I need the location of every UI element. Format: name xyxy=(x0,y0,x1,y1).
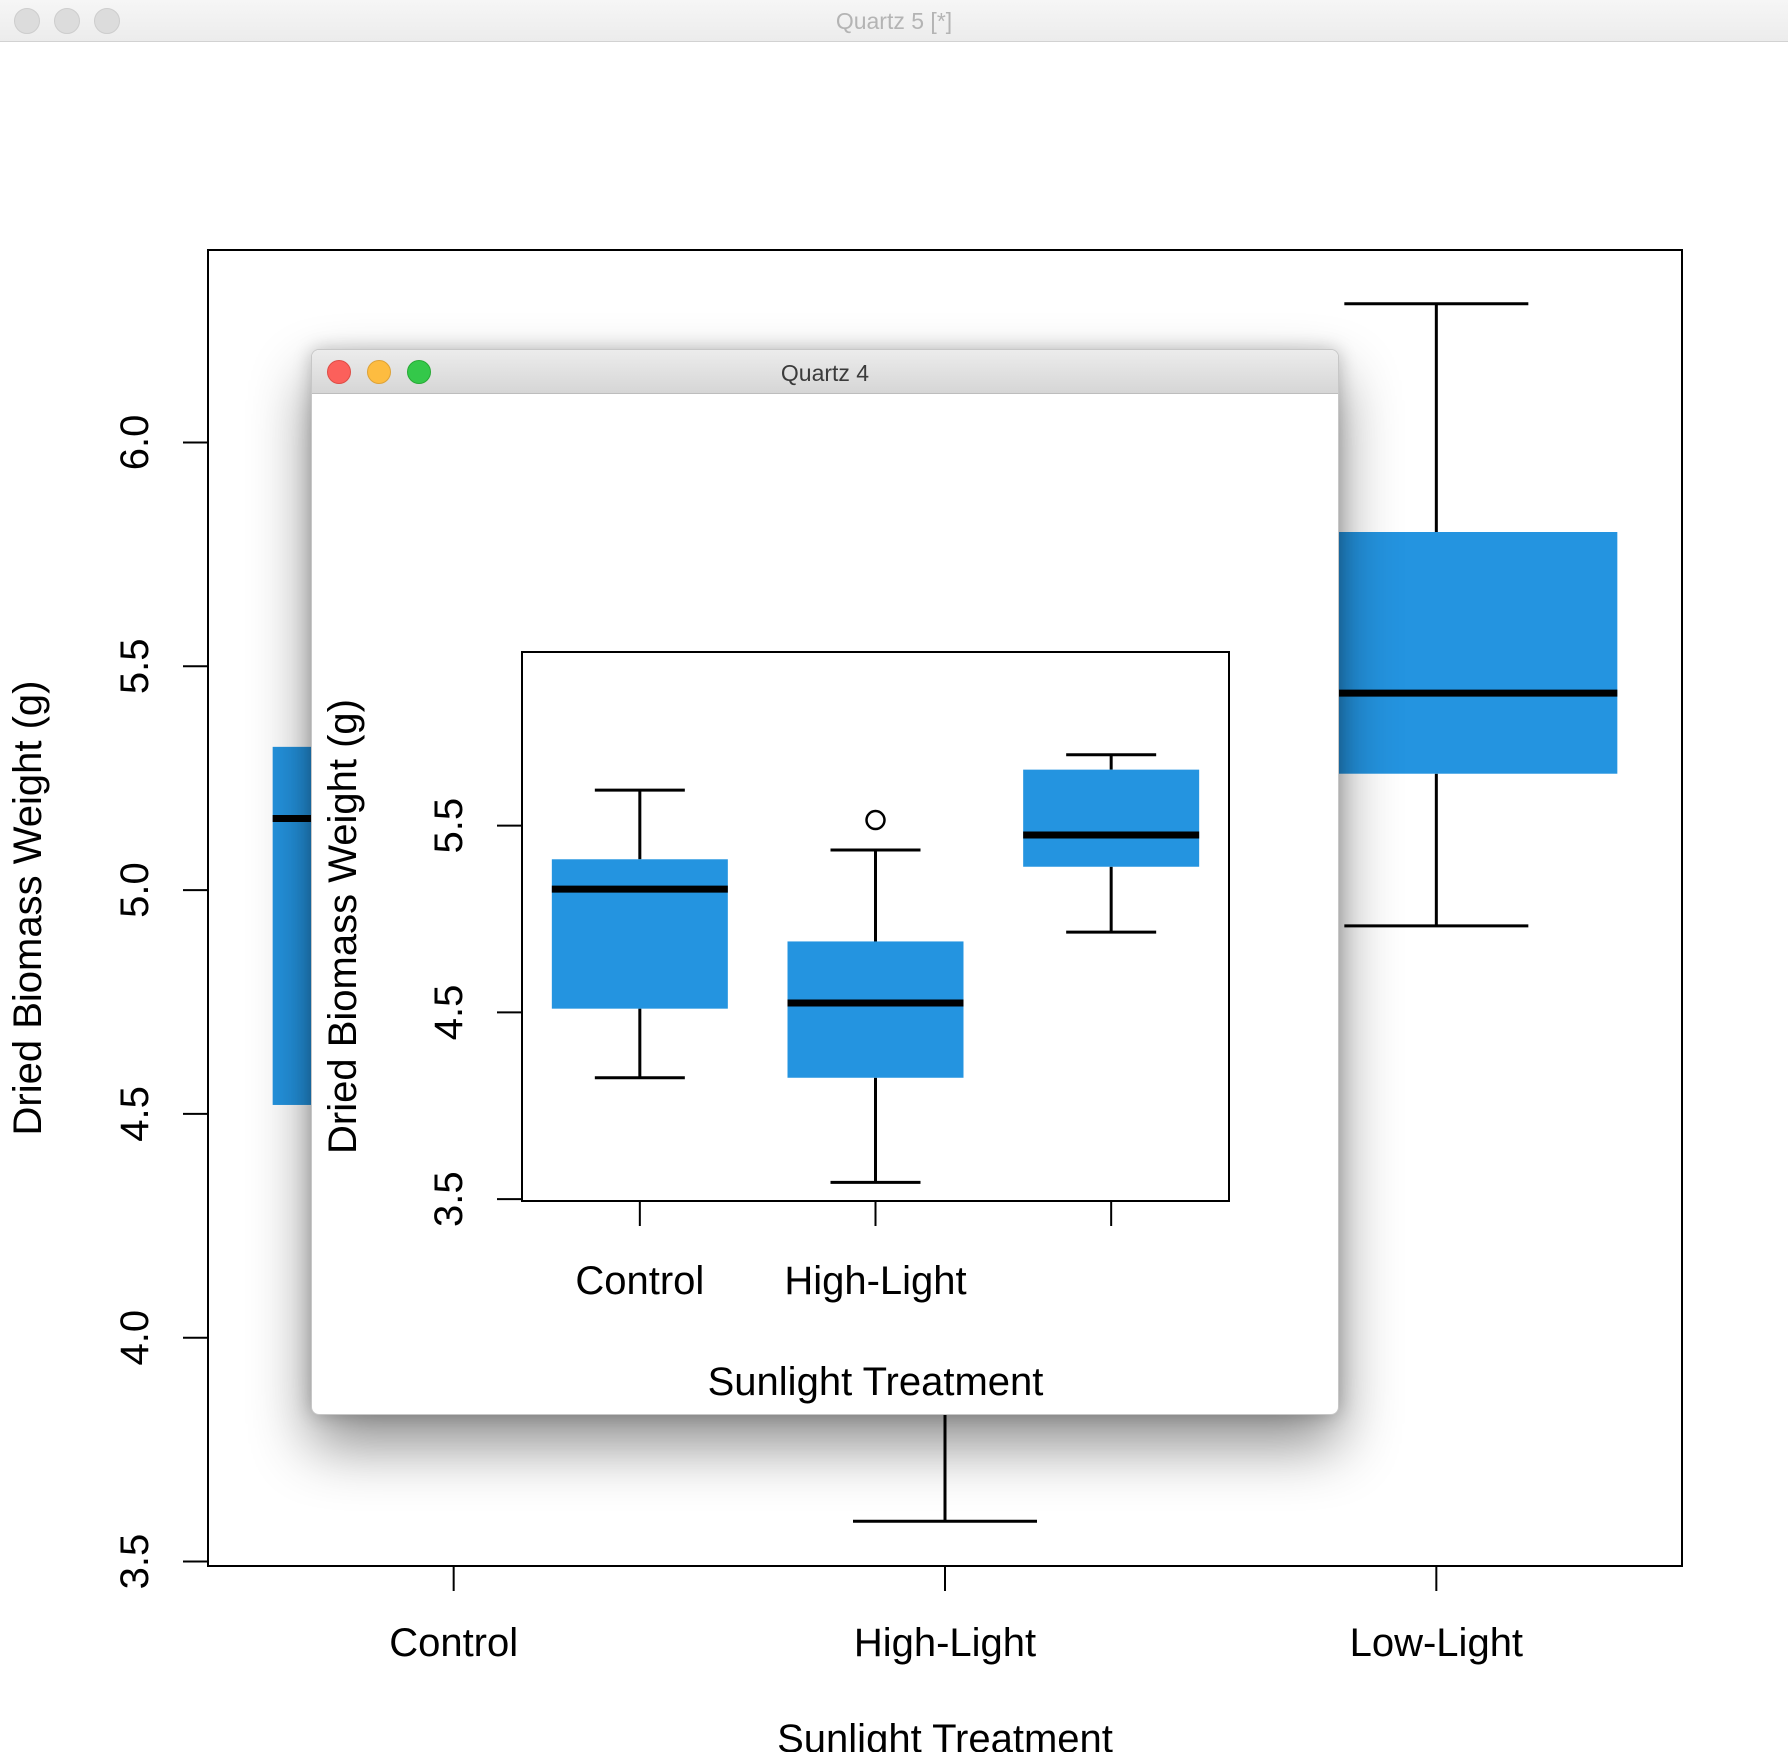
quartz4-minimize-button[interactable] xyxy=(367,360,391,384)
quartz4-zoom-button[interactable] xyxy=(407,360,431,384)
y-tick-label: 6.0 xyxy=(113,415,157,471)
y-tick-label: 3.5 xyxy=(427,1171,471,1227)
box-control xyxy=(551,859,728,1009)
x-axis-title: Sunlight Treatment xyxy=(708,1360,1044,1404)
box-low-light xyxy=(1023,769,1200,867)
x-tick-label: Control xyxy=(389,1621,518,1665)
quartz4-title: Quartz 4 xyxy=(780,360,870,386)
quartz5-close-button[interactable] xyxy=(14,8,40,34)
y-tick-label: 4.5 xyxy=(427,985,471,1041)
box-high-light xyxy=(787,941,964,1078)
quartz4-boxplot: 3.5 4.5 5.5 Control High-Light Sunlight Treat… xyxy=(321,651,1230,1404)
x-tick-label: Control xyxy=(575,1259,704,1303)
outlier-high-light xyxy=(865,809,886,831)
x-tick-label: Low-Light xyxy=(1350,1621,1523,1665)
y-axis-title: Dried Biomass Weight (g) xyxy=(321,699,365,1154)
y-tick-label: 5.5 xyxy=(113,638,157,694)
y-tick-label: 3.5 xyxy=(113,1534,157,1590)
x-tick-label: High-Light xyxy=(784,1259,966,1303)
y-axis-title: Dried Biomass Weight (g) xyxy=(6,681,50,1136)
quartz4-close-button[interactable] xyxy=(327,360,351,384)
y-tick-label: 5.0 xyxy=(113,862,157,918)
x-axis-title: Sunlight Treatment xyxy=(777,1717,1113,1752)
y-tick-label: 5.5 xyxy=(427,798,471,854)
quartz5-title: Quartz 5 [*] xyxy=(835,8,953,34)
plot-frame xyxy=(207,249,1683,1567)
y-tick-label: 4.5 xyxy=(113,1086,157,1142)
y-tick-label: 4.0 xyxy=(113,1310,157,1366)
quartz4-titlebar[interactable]: Quartz 4 xyxy=(312,350,1338,394)
quartz5-minimize-button[interactable] xyxy=(54,8,80,34)
quartz5-zoom-button[interactable] xyxy=(94,8,120,34)
plot-frame xyxy=(521,651,1230,1202)
x-tick-label: High-Light xyxy=(854,1621,1036,1665)
quartz4-window: Quartz 4 3.5 4.5 5.5 Control High-Light Sunli… xyxy=(311,349,1339,1415)
quartz5-titlebar[interactable]: Quartz 5 [*] xyxy=(0,0,1788,42)
